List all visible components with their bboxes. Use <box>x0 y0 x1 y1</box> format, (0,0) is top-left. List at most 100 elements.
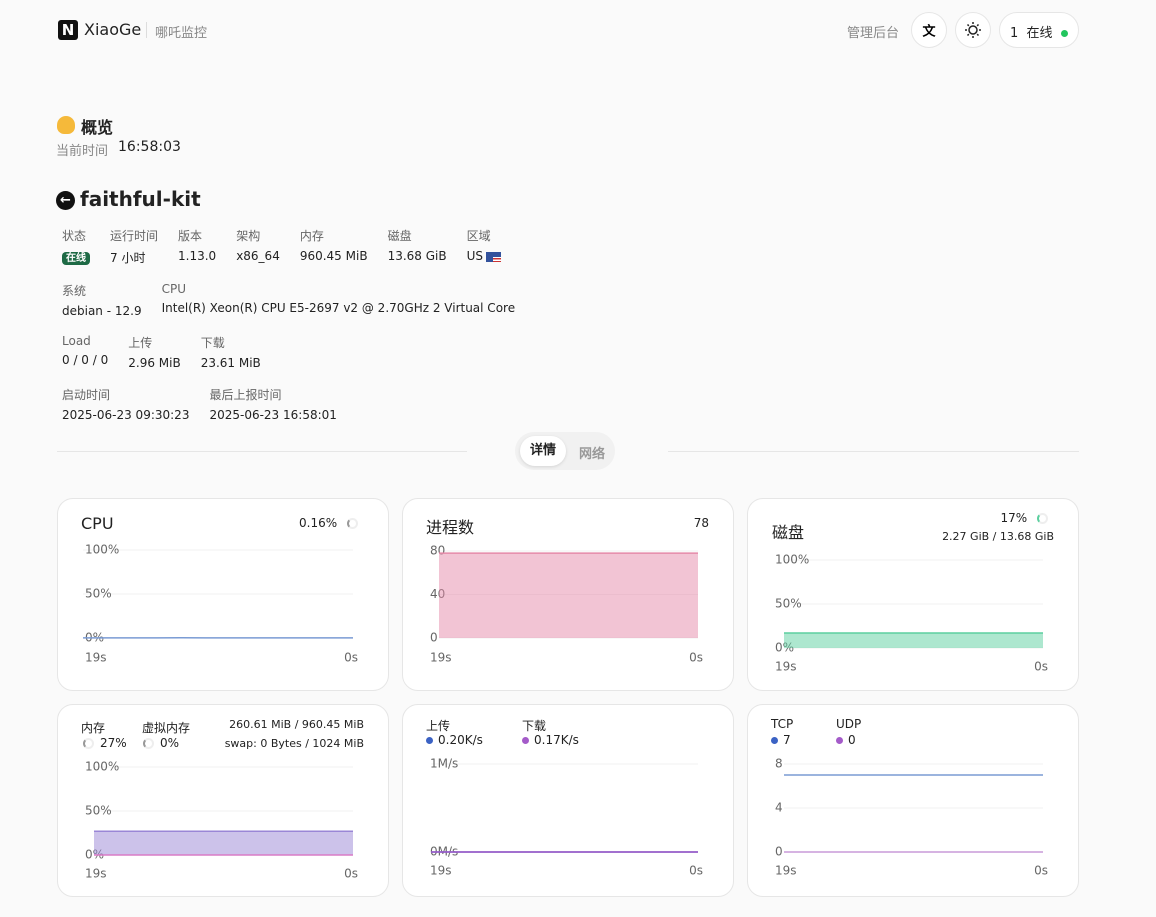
x-label: 0s <box>1034 660 1048 674</box>
info-label: 区域 <box>466 229 491 243</box>
info-field: 上传 2.96 MiB <box>128 334 180 370</box>
info-row: Load 0 / 0 / 0 上传 2.96 MiB 下载 23.61 MiB <box>62 334 515 370</box>
tab[interactable]: 网络 <box>579 447 606 462</box>
overview-title: 概览 <box>81 118 114 137</box>
brand[interactable]: XiaoGe <box>84 20 142 39</box>
info-field: 区域 US <box>466 227 502 266</box>
area <box>94 831 353 855</box>
y-tick-label: 50% <box>85 587 112 601</box>
area <box>439 553 698 638</box>
info-value-text: 在线 <box>62 252 90 265</box>
server-info: 状态 在线 运行时间 7 小时 版本 1.13.0 架构 x86_64 内存 960.45 MiB… <box>62 227 515 438</box>
info-label: 架构 <box>236 229 261 243</box>
subtitle: 哪吒监控 <box>155 26 208 41</box>
detail: swap: 0 Bytes / 1024 MiB <box>224 737 364 750</box>
y-tick-label: 50% <box>775 597 802 611</box>
info-value: 0 / 0 / 0 <box>62 353 108 367</box>
divider <box>57 451 467 452</box>
server-name: faithful-kit <box>80 187 201 211</box>
info-value-text: 2025-06-23 16:58:01 <box>209 408 337 422</box>
label: TCP <box>771 717 794 731</box>
icon <box>965 22 981 38</box>
info-field: 内存 960.45 MiB <box>300 227 368 266</box>
icon: 文 <box>922 24 936 40</box>
value: 17% <box>1000 511 1028 525</box>
ring <box>1037 513 1048 524</box>
time-label: 当前时间 <box>56 144 109 159</box>
info-value: 2.96 MiB <box>128 356 180 370</box>
value: 27% <box>83 736 127 750</box>
online-label: 在线 <box>1026 26 1053 41</box>
value: 7 <box>771 733 791 747</box>
y-tick-label: 50% <box>85 804 112 818</box>
info-value: 2025-06-23 16:58:01 <box>209 408 336 422</box>
info-value-text: debian - 12.9 <box>62 304 142 318</box>
x-label: 0s <box>1034 864 1048 878</box>
info-row: 启动时间 2025-06-23 09:30:23 最后上报时间 2025-06-23 … <box>62 386 515 422</box>
info-label: 最后上报时间 <box>209 388 282 402</box>
value: 0 <box>836 733 856 747</box>
info-value: 1.13.0 <box>178 249 216 263</box>
card-value: 78 <box>693 516 709 530</box>
language-button[interactable]: 文 <box>911 12 947 48</box>
x-label: 0s <box>689 864 703 878</box>
connection-card: TCP UDP 7 0 0 4 8 19s 0s <box>747 704 1079 897</box>
info-row: 系统 debian - 12.9 CPU Intel(R) Xeon(R) CPU E… <box>62 282 515 318</box>
info-label: 版本 <box>178 229 203 243</box>
admin-link[interactable]: 管理后台 <box>847 26 900 41</box>
info-field: 架构 x86_64 <box>236 227 280 266</box>
info-field: 启动时间 2025-06-23 09:30:23 <box>62 386 189 422</box>
online-count: 1 <box>1010 26 1019 41</box>
ring <box>143 738 154 749</box>
x-label: 0s <box>689 651 703 665</box>
flag <box>486 251 502 262</box>
info-field: 状态 在线 <box>62 227 90 266</box>
online-pill[interactable]: 1 在线 <box>999 12 1079 48</box>
info-value-text: 13.68 GiB <box>387 249 447 263</box>
info-value-text: 7 小时 <box>110 251 146 265</box>
value: 0% <box>143 736 179 750</box>
y-tick-label: 0 <box>775 845 783 859</box>
info-value-text: 1.13.0 <box>178 249 217 263</box>
wave-icon <box>57 116 75 134</box>
info-value: 7 小时 <box>110 249 158 266</box>
dot <box>836 737 843 744</box>
time: 16:58:03 <box>118 139 181 155</box>
theme-button[interactable] <box>955 12 991 48</box>
process-card: 进程数 78 0 40 80 19s 0s <box>402 498 734 691</box>
online-dot <box>1060 30 1068 37</box>
info-label: 内存 <box>299 229 324 243</box>
info-value: 2025-06-23 09:30:23 <box>62 408 189 422</box>
info-value-text: Intel(R) Xeon(R) CPU E5-2697 v2 @ 2.70GH… <box>161 301 516 315</box>
dot <box>522 737 529 744</box>
x-label: 19s <box>85 867 107 881</box>
tab[interactable]: 详情 <box>520 436 566 466</box>
disk-card: 磁盘 17% 2.27 GiB / 13.68 GiB 0%50%100%19s… <box>747 498 1079 691</box>
info-value: 13.68 GiB <box>388 249 447 263</box>
value: 0% <box>160 736 180 750</box>
info-value-text: 2025-06-23 09:30:23 <box>62 408 190 422</box>
info-value: debian - 12.9 <box>62 304 142 318</box>
info-value: x86_64 <box>236 249 280 263</box>
info-value-text: 2.96 MiB <box>128 356 181 370</box>
info-value-text: 960.45 MiB <box>299 249 368 263</box>
value: 7 <box>783 733 791 747</box>
card-title: 磁盘 <box>772 523 805 542</box>
y-tick-label: 1M/s <box>430 757 458 771</box>
y-tick-label: 100% <box>85 543 119 557</box>
info-row: 状态 在线 运行时间 7 小时 版本 1.13.0 架构 x86_64 内存 960.45 MiB… <box>62 227 515 266</box>
label: 内存 <box>81 721 106 735</box>
y-tick-label: 100% <box>85 760 119 774</box>
value: 0.16% <box>299 516 338 530</box>
detail: 260.61 MiB / 960.45 MiB <box>229 718 364 731</box>
info-label: 磁盘 <box>387 229 412 243</box>
value: 0.17K/s <box>522 733 579 747</box>
logo: N <box>58 20 78 40</box>
info-value: 23.61 MiB <box>201 356 261 370</box>
back-button[interactable]: ← <box>56 191 75 210</box>
y-tick-label: 0 <box>430 631 438 645</box>
